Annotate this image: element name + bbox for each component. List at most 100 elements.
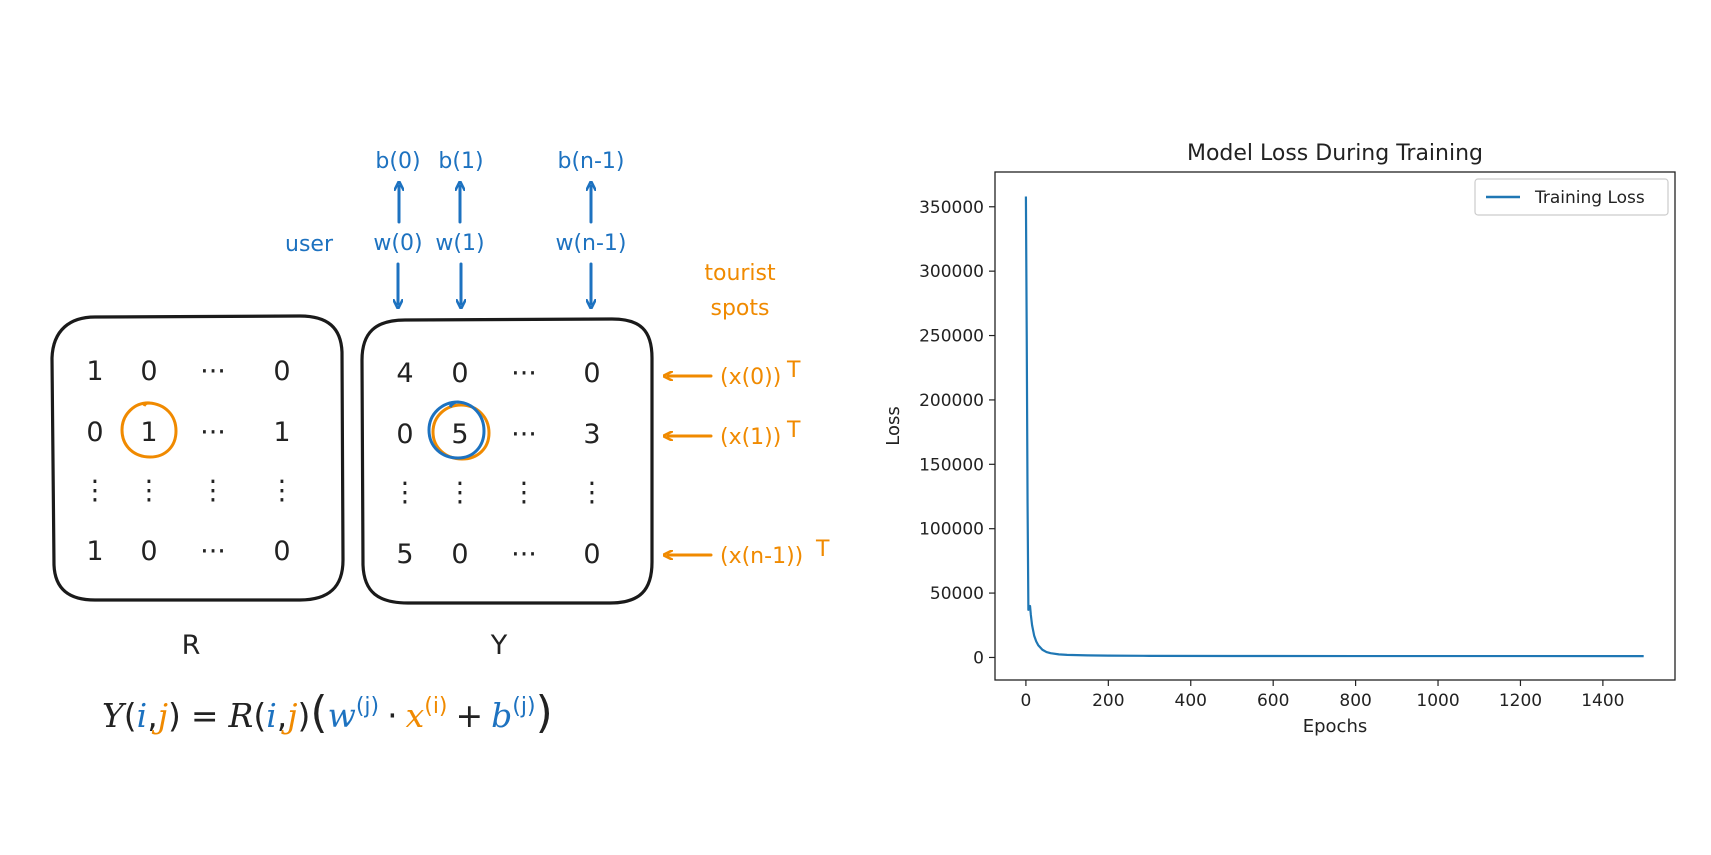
formula-Y: Y [102,696,127,735]
x-tick-label: 800 [1339,691,1371,711]
matrix-cell: 0 [451,539,468,570]
loss-chart: Model Loss During Training 0 200 400 600 800… [883,141,1676,737]
x-tick-label: 1200 [1499,691,1542,711]
formula-w: w [328,696,356,735]
matrix-r-name: R [182,630,201,661]
matrix-cell: 1 [86,356,103,387]
x-axis-label: Epochs [1303,716,1368,737]
matrix-cell: ⋮ [269,475,296,506]
matrix-cell: 0 [140,356,157,387]
matrix-cell: ⋮ [82,475,109,506]
formula-big-lp: ( [310,687,327,738]
highlight-circle-icon [120,401,178,459]
matrix-cell: 1 [86,536,103,567]
formula-b: b [491,696,512,735]
matrix-cell: 0 [86,417,103,448]
y-tick-label: 50000 [930,584,984,604]
matrix-r: 1 0 ··· 0 0 1 ··· 1 ⋮ ⋮ ⋮ ⋮ 1 0 ··· 0 [82,356,296,567]
formula: Y(i,j) = R(i,j)(w(j) · x(i) + b(j)) [102,687,553,738]
x0-label: (x(0)) [720,365,781,390]
x-tick-label: 400 [1175,691,1207,711]
formula-x: x [406,696,425,735]
y-tick-label: 350000 [919,198,984,218]
x-tick-label: 1000 [1416,691,1459,711]
matrix-cell: ⋮ [579,477,606,508]
transpose-mark: T [786,358,801,383]
formula-dot: · [387,696,398,735]
matrix-cell: 0 [583,539,600,570]
matrix-y: 4 0 ··· 0 0 5 ··· 3 ⋮ ⋮ ⋮ ⋮ 5 0 ··· 0 [392,358,606,570]
matrix-cell: ··· [511,419,537,450]
formula-i: i [137,696,148,735]
matrix-cell: 4 [396,358,413,389]
matrix-y-box [360,317,654,605]
matrix-cell: 0 [140,536,157,567]
matrix-cell: ⋮ [136,475,163,506]
legend: Training Loss [1474,178,1669,216]
legend-label: Training Loss [1534,188,1645,208]
matrix-cell: 0 [451,358,468,389]
user-label: user [285,232,334,257]
matrix-cell: ⋮ [447,477,474,508]
matrix-cell: 0 [396,419,413,450]
transpose-mark: T [786,418,801,443]
b1-label: b(1) [438,149,483,174]
x-tick-label: 1400 [1581,691,1624,711]
x1-label: (x(1)) [720,425,781,450]
series-line-training-loss [1024,196,1644,658]
y-tick-label: 150000 [919,455,984,475]
matrix-cell: 0 [273,356,290,387]
spots-label: spots [711,296,770,321]
matrix-cell: ··· [200,417,226,448]
matrix-cell: ··· [511,358,537,389]
transpose-mark: T [815,537,830,562]
matrix-r-box [50,314,345,602]
matrix-diagram: b(0) b(1) b(n-1) user w(0) w(1) w(n-1) t… [50,149,830,738]
y-tick-label: 200000 [919,391,984,411]
formula-comma2: , [277,696,288,735]
formula-w-sup: (j) [356,694,379,719]
matrix-cell: ⋮ [392,477,419,508]
matrix-cell: ··· [200,356,226,387]
formula-lp: ( [124,696,137,735]
b0-label: b(0) [375,149,420,174]
formula-rp: ) [168,696,181,735]
y-axis-label: Loss [883,406,904,445]
formula-lp2: ( [253,696,266,735]
y-tick-label: 300000 [919,262,984,282]
y-axis: 0 50000 100000 150000 200000 250000 300000 3500… [919,198,995,668]
formula-eq: = [191,696,219,735]
matrix-cell: 1 [140,417,157,448]
x-tick-label: 600 [1257,691,1289,711]
matrix-cell: 5 [396,539,413,570]
formula-R: R [228,696,254,735]
formula-b-sup: (j) [512,694,535,719]
formula-plus: + [456,696,484,735]
y-tick-label: 0 [973,648,984,668]
y-tick-label: 100000 [919,520,984,540]
xn-label: (x(n-1)) [720,544,803,569]
matrix-cell: 1 [273,417,290,448]
matrix-cell: 0 [583,358,600,389]
matrix-cell: ⋮ [511,477,538,508]
wn-label: w(n-1) [555,231,626,256]
formula-x-sup: (i) [424,694,447,719]
matrix-cell: 5 [451,419,468,450]
w1-label: w(1) [435,231,484,256]
legend-box [1474,178,1669,216]
w0-label: w(0) [373,231,422,256]
x-tick-label: 200 [1092,691,1124,711]
matrix-cell: 3 [583,419,600,450]
matrix-cell: 0 [273,536,290,567]
formula-comma: , [147,696,158,735]
matrix-y-name: Y [490,630,508,661]
highlight-circle-icon [427,400,486,460]
matrix-cell: ⋮ [200,475,227,506]
formula-rp2: ) [298,696,311,735]
matrix-cell: ··· [200,536,226,567]
x-tick-label: 0 [1020,691,1031,711]
formula-big-rp: ) [536,687,553,738]
plot-frame [994,171,1676,681]
y-tick-label: 250000 [919,327,984,347]
